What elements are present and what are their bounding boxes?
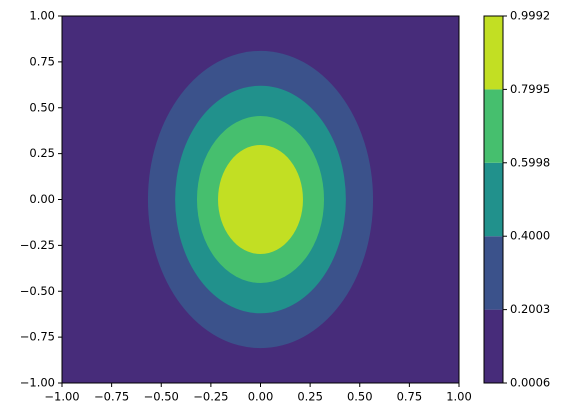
y-tick-label: −0.25: [20, 238, 55, 252]
x-tick-label: 1.00: [446, 390, 472, 404]
y-tick-label: −0.75: [20, 330, 55, 344]
colorbar-band: [484, 89, 503, 163]
x-tick-label: −0.75: [94, 390, 129, 404]
x-tick-label: 0.25: [297, 390, 323, 404]
x-tick-label: 0.50: [347, 390, 373, 404]
y-tick-label: 1.00: [29, 9, 55, 23]
colorbar-band: [484, 162, 503, 237]
colorbar-frame: [483, 15, 504, 384]
y-tick-label: 0.75: [29, 54, 55, 68]
x-tick-label: 0.75: [397, 390, 423, 404]
colorbar-band: [484, 236, 503, 310]
colorbar-tick-label: 0.4000: [510, 229, 550, 243]
colorbar-band: [484, 309, 503, 383]
y-tick-label: −1.00: [20, 376, 55, 390]
colorbar-tick-label: 0.7995: [510, 82, 550, 96]
colorbar-tick-label: 0.5998: [510, 155, 550, 169]
x-tick-label: −0.50: [144, 390, 179, 404]
y-tick-label: 0.00: [29, 192, 55, 206]
colorbar-band: [484, 16, 503, 90]
y-tick-label: 0.25: [29, 146, 55, 160]
contour-region: [218, 145, 303, 254]
x-tick-label: −1.00: [44, 390, 79, 404]
colorbar-tick-label: 0.2003: [510, 302, 550, 316]
y-tick-label: −0.50: [20, 284, 55, 298]
colorbar-tick-label: 0.0006: [510, 376, 550, 390]
colorbar-tick-label: 0.9992: [510, 9, 550, 23]
x-tick-label: 0.00: [248, 390, 274, 404]
y-tick-label: 0.50: [29, 100, 55, 114]
x-tick-label: −0.25: [193, 390, 228, 404]
